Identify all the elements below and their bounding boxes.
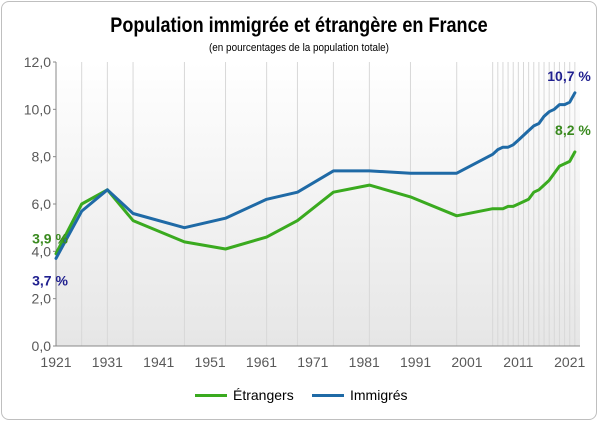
chart-title: Population immigrée et étrangère en Fran… [110, 14, 488, 37]
data-annotations: 3,9 % 3,7 % 10,7 % 8,2 % [32, 68, 591, 289]
y-tick-label: 8,0 [32, 149, 52, 165]
x-tick-labels: 1921 1931 1941 1951 1961 1971 1981 1991 2001 2011… [40, 354, 585, 370]
y-tick-label: 6,0 [32, 196, 52, 212]
series-line-etrangers [54, 150, 577, 256]
y-tick-label: 4,0 [32, 243, 52, 259]
legend-swatch-etrangers [195, 393, 227, 397]
x-tick-label: 1951 [195, 354, 226, 370]
chart-subtitle: (en pourcentages de la population totale… [209, 42, 389, 54]
series-lines [54, 91, 577, 260]
y-tick-labels: 0,0 2,0 4,0 6,0 8,0 10,0 12,0 [24, 54, 56, 354]
value-label: 8,2 % [555, 122, 591, 138]
series-line-immigres [54, 91, 577, 260]
value-label: 3,7 % [32, 272, 68, 288]
value-label: 10,7 % [547, 68, 591, 84]
y-tick-label: 0,0 [32, 338, 52, 354]
x-tick-label: 2011 [503, 354, 533, 370]
x-tick-label: 1921 [40, 354, 71, 370]
x-tick-label: 1991 [400, 354, 431, 370]
x-tick-label: 2021 [554, 354, 585, 370]
legend-swatch-immigres [312, 393, 344, 397]
legend: Étrangers Immigrés [2, 387, 596, 407]
y-tick-label: 2,0 [32, 291, 52, 307]
x-tick-label: 1961 [246, 354, 277, 370]
x-tick-label: 1981 [349, 354, 380, 370]
x-tick-label: 2001 [451, 354, 482, 370]
x-tick-label: 1971 [297, 354, 328, 370]
x-tick-label: 1931 [92, 354, 123, 370]
value-label: 3,9 % [32, 231, 68, 247]
legend-label-immigres: Immigrés [350, 387, 408, 403]
x-tick-label: 1941 [143, 354, 174, 370]
y-tick-label: 12,0 [24, 54, 51, 70]
legend-label-etrangers: Étrangers [233, 387, 294, 403]
legend-item-immigres: Immigrés [312, 387, 408, 403]
y-tick-label: 10,0 [24, 101, 51, 117]
legend-item-etrangers: Étrangers [195, 387, 294, 403]
